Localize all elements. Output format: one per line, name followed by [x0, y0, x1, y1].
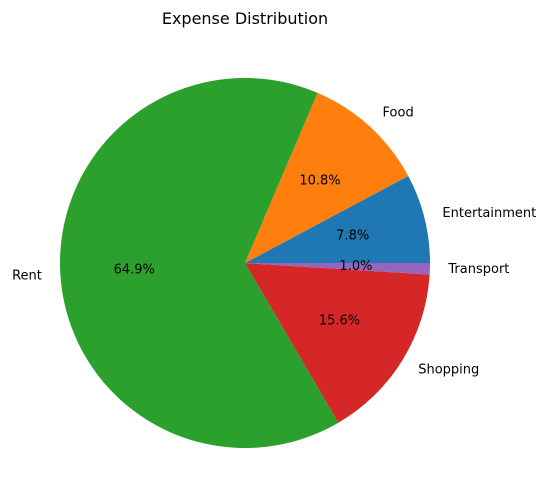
- pie-labels: Entertainment 7.8% Food 10.8% Rent 64.9% Shopp…: [12, 106, 536, 378]
- slice-label-transport: Transport: [447, 262, 509, 277]
- pct-label-shopping: 15.6%: [319, 314, 360, 329]
- pct-label-transport: 1.0%: [339, 259, 372, 274]
- pie-slice-rent: [60, 78, 339, 449]
- pie-slice-entertainment: [245, 176, 431, 263]
- pct-label-rent: 64.9%: [114, 262, 155, 277]
- pct-label-entertainment: 7.8%: [336, 229, 369, 244]
- slice-label-entertainment: Entertainment: [442, 206, 536, 221]
- chart-title: Expense Distribution: [162, 9, 328, 28]
- pie-slice-transport: [245, 263, 430, 275]
- pie-slice-shopping: [245, 263, 430, 423]
- slice-label-shopping: Shopping: [418, 362, 479, 377]
- slice-label-food: Food: [383, 106, 414, 121]
- pie-wedges: [60, 78, 431, 449]
- slice-label-rent: Rent: [12, 268, 42, 283]
- pie-slice-food: [245, 92, 409, 263]
- pct-label-food: 10.8%: [299, 174, 340, 189]
